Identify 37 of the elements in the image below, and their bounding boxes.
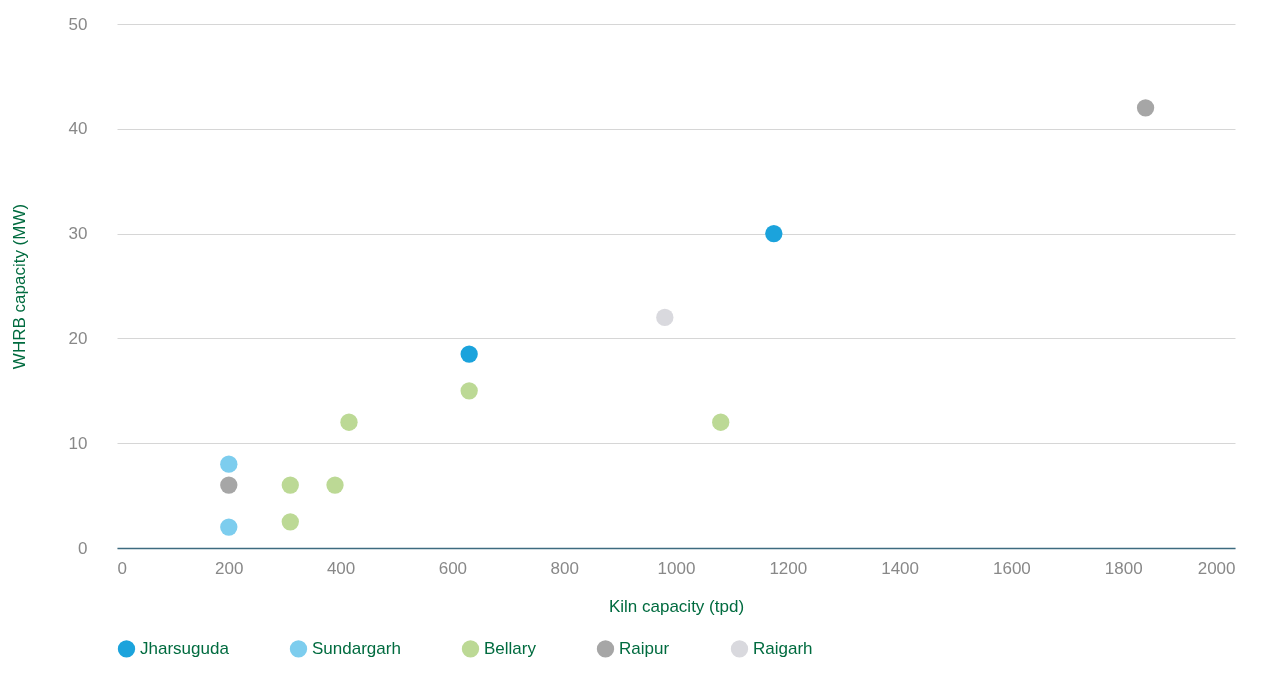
x-tick-label: 600 (438, 558, 468, 578)
x-tick-label: 1800 (1104, 558, 1143, 578)
point (340, 413, 358, 431)
point (326, 476, 344, 494)
point (656, 308, 674, 327)
x-tick-label: 400 (326, 558, 356, 578)
point (281, 513, 299, 531)
y-tick-label: 20 (68, 328, 88, 348)
y-tick-label: 50 (68, 14, 88, 34)
y-tick-label: 10 (68, 433, 88, 453)
point (220, 476, 238, 494)
y-tick-label: 40 (68, 119, 88, 139)
legend-label: Bellary (484, 638, 537, 658)
point (460, 382, 478, 400)
x-tick-label: 1000 (657, 558, 696, 578)
x-tick-label: 800 (550, 558, 579, 578)
x-tick-label: 1200 (769, 558, 808, 578)
x-axis-title: Kiln capacity (tpd) (608, 596, 745, 616)
point (1136, 99, 1155, 117)
y-tick-label: 0 (78, 538, 88, 558)
point (765, 224, 783, 243)
x-tick-label: 200 (215, 558, 244, 578)
point (712, 413, 730, 431)
legend-label: Raigarh (753, 638, 813, 658)
point (220, 455, 238, 473)
legend-label: Raipur (619, 638, 670, 658)
point (460, 345, 478, 363)
x-tick-label: 0 (117, 558, 127, 578)
x-tick-label: 1600 (992, 558, 1031, 578)
x-tick-label: 1400 (881, 558, 920, 578)
legend-label: Sundargarh (312, 638, 401, 658)
point (220, 518, 238, 536)
y-axis-title: WHRB capacity (MW) (9, 203, 29, 370)
point (281, 476, 299, 494)
legend-label: Jharsuguda (140, 638, 230, 658)
x-tick-label: 2000 (1197, 558, 1236, 578)
y-tick-label: 30 (68, 224, 88, 244)
